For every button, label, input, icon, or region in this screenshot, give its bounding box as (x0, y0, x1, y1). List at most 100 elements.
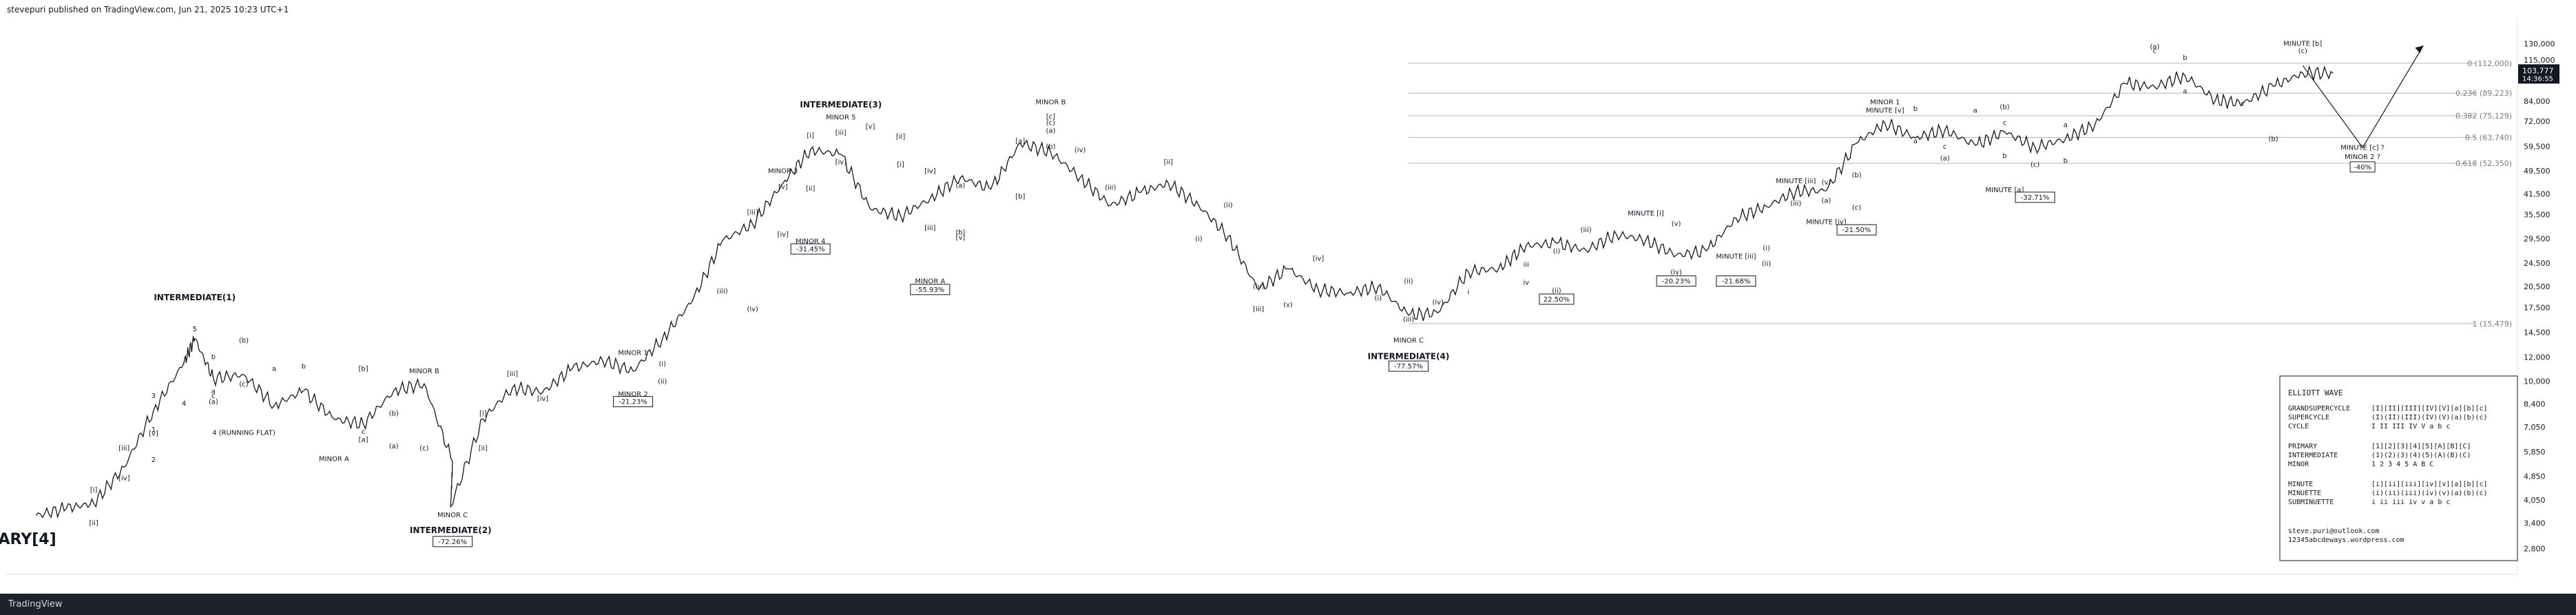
wave-label-7: MINOR 3 (768, 168, 798, 176)
legend-row-values-4: (1)(2)(3)(4)(5)(A)(B)(C) (2371, 452, 2471, 459)
percent-text-10: -40% (2354, 164, 2371, 171)
percent-text-9: -32.71% (2021, 194, 2050, 202)
legend-row-label-3: PRIMARY (2288, 443, 2317, 450)
sub-wave-label-37: [iii] (835, 129, 846, 137)
sub-wave-label-59: (v) (1283, 301, 1293, 309)
sub-wave-label-47: [a] (1015, 138, 1025, 145)
legend-row-label-7: MINUETTE (2288, 490, 2321, 497)
sub-wave-label-53: (iv) (1074, 147, 1086, 154)
legend-row-label-8: SUBMINUETTE (2288, 499, 2334, 506)
sub-wave-label-8: 4 (182, 400, 186, 408)
wave-label-10: MINOR 1 (618, 349, 647, 357)
sub-wave-label-9: 5 (193, 326, 197, 333)
projection-arrowhead (2415, 45, 2424, 54)
wave-label-9: MINOR A (915, 278, 945, 286)
y-tick-16: 7,050 (2524, 423, 2546, 432)
y-tick-21: 2,800 (2524, 545, 2546, 554)
sub-wave-label-87: c (2003, 120, 2007, 127)
sub-wave-label-3: [iv] (118, 475, 130, 483)
legend-row-values-6: [i][ii][iii][iv][v][a][b][c] (2371, 481, 2488, 488)
sub-wave-label-83: c (1943, 143, 1947, 151)
wave-label-21: MINOR 1 (1870, 98, 1900, 106)
wave-label-6: MINOR 5 (826, 114, 855, 122)
sub-wave-label-49: (a) (1046, 127, 1055, 135)
elliott-wave-legend: ELLIOTT WAVE GRANDSUPERCYCLE [I][II][III][… (2279, 375, 2518, 561)
tradingview-brand[interactable]: TradingView (8, 599, 63, 609)
percent-box-0 (433, 536, 473, 548)
sub-wave-label-27: [iv] (537, 395, 549, 403)
sub-wave-label-34: [v] (778, 184, 788, 191)
sub-wave-label-12: c (211, 393, 216, 400)
percent-text-1: -21.23% (619, 399, 647, 406)
wave-label-25: MINUTE [c] ? (2340, 145, 2385, 152)
sub-wave-label-10: a (211, 388, 216, 395)
sub-wave-label-13: (a) (209, 399, 218, 406)
projection-path (2302, 45, 2424, 149)
wave-labels: PRIMARY[4] INTERMEDIATE(1) INTERMEDIATE(2)… (0, 40, 2385, 548)
sub-wave-label-15: (c) (239, 381, 248, 388)
wave-label-14: MINOR A (319, 455, 349, 463)
current-price-time: 14:36:55 (2522, 75, 2553, 83)
sub-wave-label-65: (iv) (1432, 299, 1444, 306)
y-tick-0: 130,000 (2524, 39, 2555, 48)
sub-wave-label-85: a (1973, 107, 1977, 114)
legend-row-label-0: GRANDSUPERCYCLE (2288, 405, 2350, 413)
sub-wave-label-67: iii (1524, 262, 1529, 269)
percent-text-4: -77.57% (1394, 363, 1423, 371)
sub-wave-label-88: (b) (1999, 103, 2009, 111)
y-tick-14: 10,000 (2524, 377, 2551, 386)
sub-wave-label-31: (iv) (747, 306, 758, 313)
sub-wave-label-98: (c) (2298, 48, 2307, 55)
sub-wave-label-4: [v] (149, 430, 158, 438)
sub-wave-label-97: (b) (2268, 136, 2278, 143)
fib-label-1: 1 (15,479) (2472, 320, 2512, 329)
y-tick-3: 72,000 (2524, 117, 2551, 126)
y-tick-18: 4,850 (2524, 472, 2546, 481)
wave-label-3: INTERMEDIATE(3) (800, 100, 882, 110)
sub-wave-label-11: b (211, 354, 216, 362)
legend-row-label-1: SUPERCYCLE (2288, 414, 2329, 421)
wave-label-4: INTERMEDIATE(4) (1368, 352, 1450, 362)
percent-box-4 (1389, 360, 1429, 372)
wave-label-16: MINOR C (1393, 337, 1424, 344)
sub-wave-label-23: (c) (419, 445, 428, 452)
sub-wave-label-94: c (2153, 48, 2157, 55)
sub-wave-label-14: (b) (239, 337, 249, 344)
sub-wave-label-0: [i] (90, 487, 98, 494)
wave-label-23: MINUTE [a] (1986, 187, 2024, 194)
sub-wave-label-72: (iv) (1670, 269, 1682, 276)
current-price-value: 103,777 (2522, 66, 2554, 75)
wave-label-26: MINOR 2 ? (2345, 154, 2380, 161)
fib-label-0: 0 (112,000) (2467, 59, 2512, 68)
percent-box-8 (1836, 224, 1877, 236)
percent-box-5 (1539, 293, 1575, 305)
x-axis[interactable]: 2019MarMayJulSepNov2020MarMayJulSepNov20… (6, 574, 2517, 580)
legend-title: ELLIOTT WAVE (2288, 388, 2343, 397)
current-price-badge (2518, 64, 2559, 84)
y-tick-19: 4,050 (2524, 496, 2546, 505)
y-tick-12: 14,500 (2524, 328, 2551, 337)
legend-row-label-5: MINOR (2288, 461, 2309, 468)
sub-wave-label-95: a (2183, 88, 2187, 96)
sub-wave-label-57: (i) (1195, 236, 1203, 243)
sub-wave-label-50: (b) (1046, 143, 1055, 151)
sub-wave-label-51: (c) (1046, 120, 1055, 127)
sub-wave-label-81: a (1913, 138, 1918, 145)
sub-wave-label-6: 2 (152, 457, 156, 464)
fib-label-0.382: 0.382 (75,129) (2455, 112, 2512, 121)
y-axis[interactable]: 130,000 115,000 84,000 72,000 59,500 49,500 41… (2517, 18, 2559, 574)
fib-label-0.5: 0.5 (63,740) (2465, 134, 2512, 143)
y-tick-1: 115,000 (2524, 56, 2555, 65)
sub-wave-label-79: (b) (1851, 172, 1861, 180)
price-chart[interactable]: 0 (112,000) 0.236 (89,223) 0.382 (75,129) 0… (0, 18, 2576, 580)
sub-wave-label-58: (iv) (1253, 283, 1265, 291)
sub-wave-label-62: (i) (1375, 295, 1382, 302)
sub-wave-label-26: [iii] (507, 371, 518, 378)
sub-wave-label-22: (b) (389, 410, 399, 417)
legend-row-values-3: [1][2][3][4][5][A][B][C] (2371, 443, 2471, 450)
percent-text-6: -20.23% (1662, 278, 1691, 286)
sub-wave-label-90: b (2064, 158, 2068, 165)
price-line (35, 65, 2334, 519)
legend-contact-0: steve.puri@outlook.com (2288, 528, 2379, 535)
sub-wave-label-45: (a) (956, 182, 966, 189)
